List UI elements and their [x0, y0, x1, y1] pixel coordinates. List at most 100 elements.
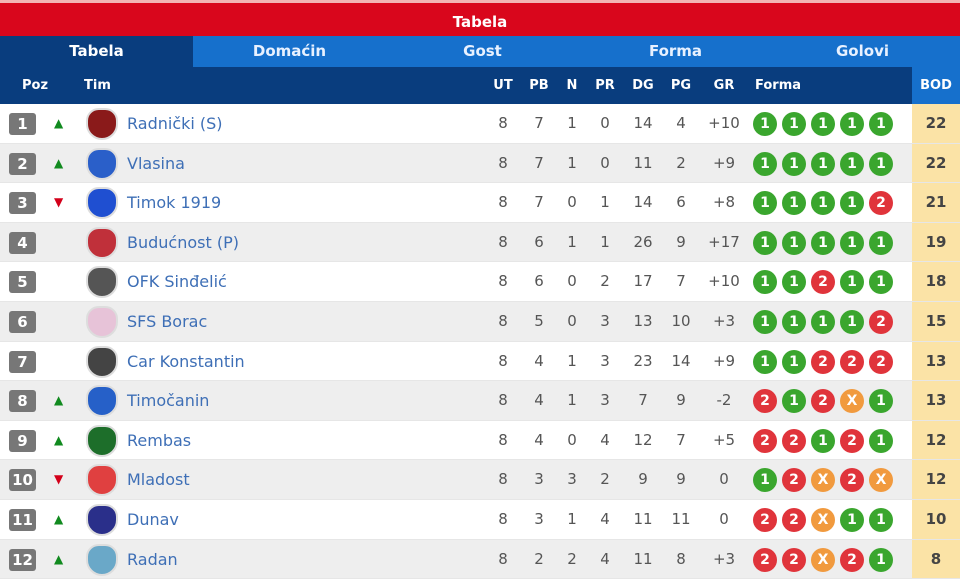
stat-pg: 11 [671, 509, 691, 528]
stat-dg: 13 [633, 311, 653, 330]
table-row[interactable]: 10 ▼ Mladost 8 3 3 2 9 9 0 1 2 X 2 X 12 [0, 460, 960, 500]
table-row[interactable]: 11 ▲ Dunav 8 3 1 4 11 11 0 2 2 X 1 1 10 [0, 499, 960, 540]
stat-pb: 7 [534, 153, 544, 172]
stat-dg: 23 [633, 351, 653, 370]
form-result: 2 [869, 349, 893, 374]
col-pg: PG [670, 78, 692, 93]
team-logo [86, 187, 118, 220]
stat-pb: 4 [534, 351, 544, 370]
form-result: 1 [753, 468, 777, 493]
stat-gr: +5 [712, 430, 736, 449]
tab-gost[interactable]: Gost [463, 42, 502, 60]
stat-pb: 6 [534, 232, 544, 251]
tab-domacin[interactable]: Domaćin [252, 42, 327, 60]
position-badge: 8 [9, 390, 36, 413]
points: 18 [912, 262, 960, 301]
col-bod: BOD [912, 67, 960, 104]
col-ut: UT [493, 78, 513, 93]
team-name[interactable]: Dunav [127, 509, 179, 529]
position-badge: 10 [9, 469, 36, 492]
team-name[interactable]: Radnički (S) [127, 114, 223, 133]
form-result: 2 [840, 349, 864, 374]
trend-up-icon: ▲ [54, 551, 64, 566]
stat-pb: 2 [534, 549, 544, 568]
table-title: Tabela [0, 0, 960, 36]
stat-gr: +10 [708, 272, 740, 291]
trend-up-icon: ▲ [54, 432, 64, 447]
stat-pb: 5 [534, 311, 544, 330]
form-result: 1 [840, 191, 864, 216]
team-name[interactable]: Rembas [127, 430, 192, 450]
trend-up-icon: ▲ [54, 155, 64, 170]
points: 13 [912, 381, 960, 420]
table-row[interactable]: 2 ▲ Vlasina 8 7 1 0 11 2 +9 1 1 1 1 1 22 [0, 143, 960, 184]
stat-pg: 14 [671, 351, 691, 370]
team-name[interactable]: SFS Borac [127, 311, 208, 331]
table-row[interactable]: 7 Car Konstantin 8 4 1 3 23 14 +9 1 1 2 2 2 13 [0, 341, 960, 382]
team-name[interactable]: Radan [127, 549, 178, 569]
stat-pr: 4 [600, 549, 610, 568]
points: 10 [912, 499, 960, 539]
form-result: 2 [753, 389, 777, 414]
team-logo [86, 226, 118, 259]
form-result: 1 [782, 270, 806, 295]
table-row[interactable]: 3 ▼ Timok 1919 8 7 0 1 14 6 +8 1 1 1 1 2 21 [0, 183, 960, 223]
team-name[interactable]: OFK Sinđelić [127, 272, 227, 292]
stat-gr: -2 [716, 391, 732, 410]
form-result: 1 [811, 191, 835, 216]
stat-pg: 2 [676, 153, 686, 172]
stat-n: 1 [567, 114, 577, 132]
stat-n: 2 [567, 549, 577, 568]
team-logo [86, 147, 118, 180]
stat-dg: 11 [633, 509, 653, 528]
form-result: X [869, 468, 893, 493]
stat-pg: 8 [676, 549, 686, 568]
form-result: 2 [782, 507, 806, 532]
stat-pb: 4 [534, 430, 544, 449]
col-pb: PB [529, 78, 549, 93]
stat-pb: 6 [534, 272, 544, 291]
stat-pg: 9 [676, 391, 686, 410]
tab-tabela[interactable]: Tabela [0, 36, 193, 67]
tab-bar: Tabela Domaćin Gost Forma Golovi [0, 36, 960, 67]
table-row[interactable]: 5 OFK Sinđelić 8 6 0 2 17 7 +10 1 1 2 1 1 18 [0, 262, 960, 302]
points: 12 [912, 420, 960, 460]
stat-pr: 1 [600, 193, 610, 212]
form-result: 1 [869, 230, 893, 255]
position-badge: 6 [9, 310, 36, 333]
table-row[interactable]: 12 ▲ Radan 8 2 2 4 11 8 +3 2 2 X 2 1 8 [0, 539, 960, 579]
team-name[interactable]: Budućnost (P) [127, 232, 239, 252]
table-row[interactable]: 9 ▲ Rembas 8 4 0 4 12 7 +5 2 2 1 2 1 12 [0, 420, 960, 461]
tab-forma[interactable]: Forma [648, 42, 703, 60]
stat-pb: 3 [534, 509, 544, 528]
team-name[interactable]: Timočanin [127, 391, 210, 411]
position-badge: 11 [9, 508, 36, 531]
form-result: 1 [840, 230, 864, 255]
form-result: 1 [811, 309, 835, 334]
team-name[interactable]: Mladost [127, 470, 190, 490]
stat-dg: 7 [638, 391, 648, 410]
team-logo [86, 464, 118, 497]
stat-pr: 4 [600, 509, 610, 528]
table-row[interactable]: 6 SFS Borac 8 5 0 3 13 10 +3 1 1 1 1 2 15 [0, 301, 960, 342]
position-badge: 4 [9, 231, 36, 254]
team-name[interactable]: Timok 1919 [127, 193, 222, 213]
stat-n: 3 [567, 470, 577, 489]
team-logo [86, 266, 118, 299]
tab-golovi[interactable]: Golovi [836, 42, 889, 60]
stat-gr: +3 [712, 549, 736, 568]
form-result: 1 [782, 309, 806, 334]
table-row[interactable]: 1 ▲ Radnički (S) 8 7 1 0 14 4 +10 1 1 1 1 1 22 [0, 104, 960, 144]
form-result: 2 [840, 428, 864, 453]
team-name[interactable]: Vlasina [127, 153, 185, 173]
form-result: 1 [753, 349, 777, 374]
team-name[interactable]: Car Konstantin [127, 351, 245, 371]
form-result: 1 [840, 151, 864, 176]
form-result: 2 [753, 507, 777, 532]
table-row[interactable]: 4 Budućnost (P) 8 6 1 1 26 9 +17 1 1 1 1 1 19 [0, 222, 960, 263]
stat-pr: 2 [600, 470, 610, 489]
table-row[interactable]: 8 ▲ Timočanin 8 4 1 3 7 9 -2 2 1 2 X 1 13 [0, 381, 960, 421]
